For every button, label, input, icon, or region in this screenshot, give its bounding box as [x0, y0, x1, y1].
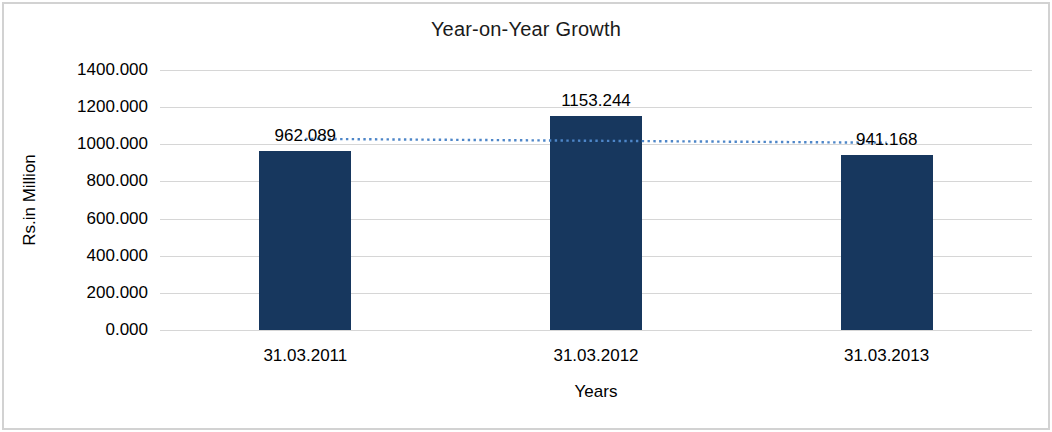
x-axis-labels: 31.03.2011 31.03.2012 31.03.2013	[160, 346, 1032, 370]
chart-image: Year-on-Year Growth Rs.in Million 1400.0…	[0, 0, 1052, 432]
y-tick-label: 1400.000	[4, 60, 148, 80]
y-tick-label: 800.000	[4, 171, 148, 191]
y-tick-label: 1000.000	[4, 134, 148, 154]
x-tick-label: 31.03.2011	[263, 346, 347, 366]
y-tick-label: 200.000	[4, 283, 148, 303]
y-tick-label: 1200.000	[4, 97, 148, 117]
x-axis-line	[160, 330, 1032, 331]
y-tick-label: 0.000	[4, 320, 148, 340]
bar-data-label: 962.089	[275, 126, 336, 146]
x-tick-label: 31.03.2012	[553, 346, 638, 366]
y-axis-ticks: 1400.0001200.0001000.000800.000600.00040…	[4, 70, 148, 330]
chart-frame: Year-on-Year Growth Rs.in Million 1400.0…	[2, 2, 1050, 430]
bar-data-label: 941.168	[856, 130, 917, 150]
chart-title: Year-on-Year Growth	[4, 18, 1048, 41]
bar-data-label: 1153.244	[561, 91, 631, 111]
y-tick-label: 600.000	[4, 209, 148, 229]
x-tick-label: 31.03.2013	[844, 346, 929, 366]
x-axis-title: Years	[160, 382, 1032, 402]
y-tick-label: 400.000	[4, 246, 148, 266]
plot-area: 962.089 1153.244 941.168	[160, 70, 1032, 330]
